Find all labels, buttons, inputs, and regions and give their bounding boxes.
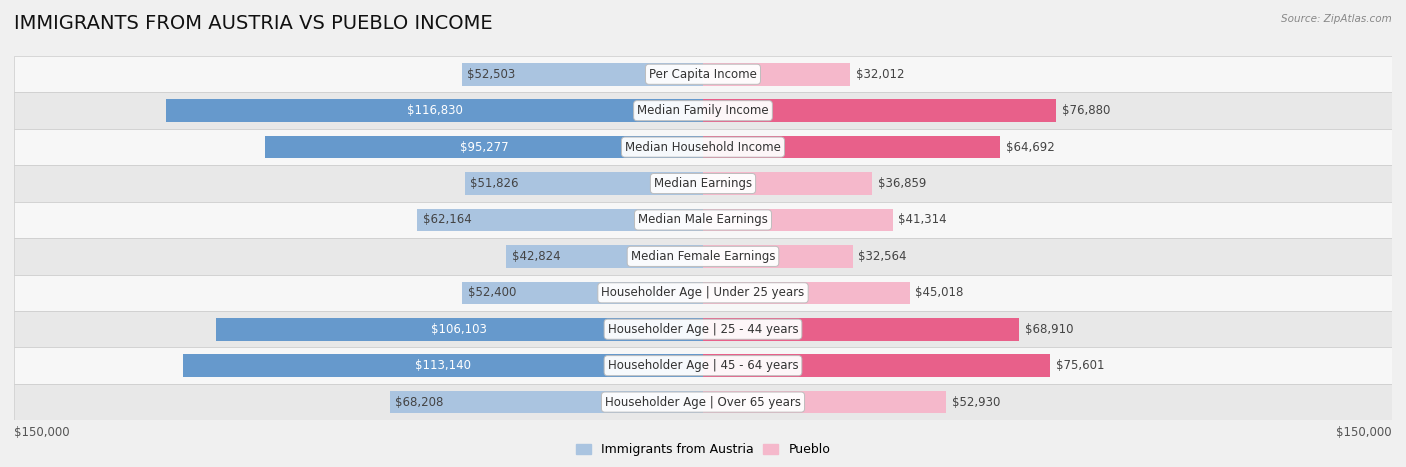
FancyBboxPatch shape bbox=[14, 384, 1392, 420]
FancyBboxPatch shape bbox=[14, 165, 1392, 202]
FancyBboxPatch shape bbox=[14, 311, 1392, 347]
Text: $42,824: $42,824 bbox=[512, 250, 561, 263]
Bar bbox=[703, 318, 1019, 340]
Text: Householder Age | Under 25 years: Householder Age | Under 25 years bbox=[602, 286, 804, 299]
Text: IMMIGRANTS FROM AUSTRIA VS PUEBLO INCOME: IMMIGRANTS FROM AUSTRIA VS PUEBLO INCOME bbox=[14, 14, 492, 33]
Bar bbox=[166, 99, 703, 122]
Text: $68,208: $68,208 bbox=[395, 396, 444, 409]
Bar bbox=[703, 354, 1050, 377]
Text: $32,012: $32,012 bbox=[855, 68, 904, 81]
Text: $116,830: $116,830 bbox=[406, 104, 463, 117]
Bar bbox=[703, 282, 910, 304]
Text: $75,601: $75,601 bbox=[1056, 359, 1104, 372]
Text: Median Earnings: Median Earnings bbox=[654, 177, 752, 190]
Text: Per Capita Income: Per Capita Income bbox=[650, 68, 756, 81]
Text: Householder Age | Over 65 years: Householder Age | Over 65 years bbox=[605, 396, 801, 409]
Bar bbox=[266, 136, 703, 158]
Text: Median Male Earnings: Median Male Earnings bbox=[638, 213, 768, 226]
Bar bbox=[461, 63, 703, 85]
Text: $150,000: $150,000 bbox=[14, 426, 70, 439]
Text: $52,503: $52,503 bbox=[467, 68, 516, 81]
FancyBboxPatch shape bbox=[14, 56, 1392, 92]
Text: $62,164: $62,164 bbox=[423, 213, 472, 226]
Text: $36,859: $36,859 bbox=[877, 177, 927, 190]
Bar bbox=[703, 172, 872, 195]
Text: $52,930: $52,930 bbox=[952, 396, 1000, 409]
Text: $106,103: $106,103 bbox=[432, 323, 488, 336]
Bar bbox=[215, 318, 703, 340]
Text: Median Family Income: Median Family Income bbox=[637, 104, 769, 117]
Bar bbox=[463, 282, 703, 304]
Bar bbox=[183, 354, 703, 377]
Text: $68,910: $68,910 bbox=[1025, 323, 1074, 336]
Text: $113,140: $113,140 bbox=[415, 359, 471, 372]
Text: Householder Age | 25 - 44 years: Householder Age | 25 - 44 years bbox=[607, 323, 799, 336]
Bar bbox=[703, 136, 1000, 158]
Text: $41,314: $41,314 bbox=[898, 213, 946, 226]
FancyBboxPatch shape bbox=[14, 129, 1392, 165]
FancyBboxPatch shape bbox=[14, 347, 1392, 384]
Bar bbox=[418, 209, 703, 231]
Text: Householder Age | 45 - 64 years: Householder Age | 45 - 64 years bbox=[607, 359, 799, 372]
FancyBboxPatch shape bbox=[14, 238, 1392, 275]
Bar bbox=[703, 99, 1056, 122]
Text: $52,400: $52,400 bbox=[468, 286, 516, 299]
Text: $51,826: $51,826 bbox=[471, 177, 519, 190]
Text: $64,692: $64,692 bbox=[1005, 141, 1054, 154]
Text: $150,000: $150,000 bbox=[1336, 426, 1392, 439]
Text: $76,880: $76,880 bbox=[1062, 104, 1109, 117]
Bar bbox=[703, 209, 893, 231]
FancyBboxPatch shape bbox=[14, 275, 1392, 311]
Text: $45,018: $45,018 bbox=[915, 286, 963, 299]
FancyBboxPatch shape bbox=[14, 92, 1392, 129]
Bar bbox=[703, 391, 946, 413]
Bar bbox=[506, 245, 703, 268]
Bar bbox=[465, 172, 703, 195]
FancyBboxPatch shape bbox=[14, 202, 1392, 238]
Text: Median Household Income: Median Household Income bbox=[626, 141, 780, 154]
Text: Median Female Earnings: Median Female Earnings bbox=[631, 250, 775, 263]
Bar bbox=[703, 245, 852, 268]
Text: $95,277: $95,277 bbox=[460, 141, 509, 154]
Bar bbox=[703, 63, 851, 85]
Text: $32,564: $32,564 bbox=[858, 250, 907, 263]
Bar bbox=[389, 391, 703, 413]
Text: Source: ZipAtlas.com: Source: ZipAtlas.com bbox=[1281, 14, 1392, 24]
Legend: Immigrants from Austria, Pueblo: Immigrants from Austria, Pueblo bbox=[571, 439, 835, 461]
